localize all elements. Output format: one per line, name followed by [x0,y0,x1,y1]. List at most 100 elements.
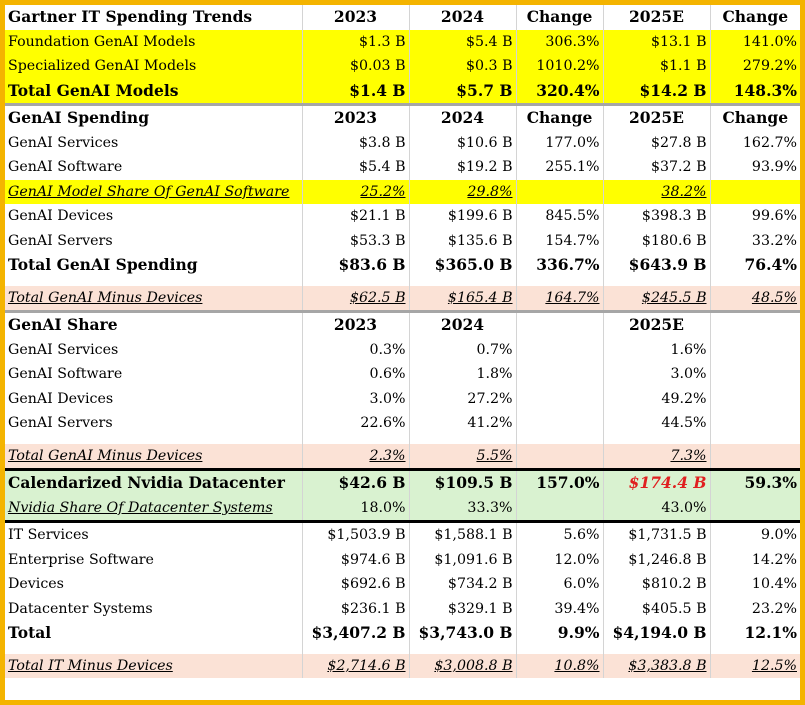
cell-value: $1,246.8 B [603,547,711,572]
table-row: Enterprise Software $974.6 B $1,091.6 B … [5,547,800,572]
row-label: GenAI Servers [5,228,303,253]
cell-value: 164.7% [516,285,604,312]
column-header-blank [710,310,800,338]
cell-value: $643.9 B [603,253,711,278]
cell-value: $14.2 B [603,78,711,105]
row-label: GenAI Software [5,362,303,387]
table-row: Specialized GenAI Models $0.03 B $0.3 B … [5,54,800,79]
cell-value: $3,383.8 B [603,653,711,678]
cell-value: $13.1 B [603,29,711,54]
spacer-row [5,645,800,654]
cell-value: $21.1 B [302,204,410,229]
cell-value [516,495,604,522]
row-label: GenAI Devices [5,204,303,229]
cell-value [710,362,800,387]
cell-value: 7.3% [603,443,711,470]
cell-value [710,411,800,436]
cell-value: $329.1 B [409,596,517,621]
cell-value: $2,714.6 B [302,653,410,678]
cell-value: $83.6 B [302,253,410,278]
cell-value: $1.4 B [302,78,410,105]
cell-value: 162.7% [742,134,797,151]
table-row: GenAI Services $3.8 B $10.6 B 177.0% $27… [5,130,800,155]
cell-value-estimate: $174.4 B [603,468,711,496]
cell-value: 3.0% [302,386,410,411]
cell-value: $5.4 B [302,155,410,180]
cell-value: 9.9% [516,621,604,646]
cell-value: $0.03 B [302,54,410,79]
cell-value: 6.0% [516,572,604,597]
table-row: GenAI Software $5.4 B $19.2 B 255.1% $37… [5,155,800,180]
cell-value [516,179,604,204]
cell-value: $4,194.0 B [603,621,711,646]
cell-value: 18.0% [302,495,410,522]
cell-value [710,338,800,363]
cell-value: 0.7% [409,337,517,362]
cell-value [710,495,800,522]
cell-value: 10.8% [516,653,604,678]
section-title: GenAI Spending [5,103,303,131]
cell-value: 3.0% [603,362,711,387]
total-row: Total GenAI Models $1.4 B $5.7 B 320.4% … [5,78,800,105]
cell-value [516,337,604,362]
column-header-2023: 2023 [302,5,410,30]
cell-value: 29.8% [409,179,517,204]
table-row: GenAI Services 0.3% 0.7% 1.6% [5,337,800,363]
row-label: Total GenAI Minus Devices [5,285,303,312]
cell-value: 38.2% [603,179,711,204]
row-label: GenAI Software [5,155,303,180]
cell-value: 41.2% [409,411,517,436]
cell-value: $19.2 B [409,155,517,180]
column-header-change: Change [516,5,604,30]
cell-value: $1,731.5 B [603,520,711,548]
cell-value: 12.1% [744,623,797,643]
column-header-blank [516,310,604,338]
header-row: Gartner IT Spending Trends 2023 2024 Cha… [5,5,800,30]
cell-value: $180.6 B [603,228,711,253]
column-header-2023: 2023 [302,103,410,131]
row-label: GenAI Servers [5,411,303,436]
cell-value: $37.2 B [603,155,711,180]
column-header-2024: 2024 [409,5,517,30]
cell-value: 43.0% [603,495,711,522]
cell-value: $0.3 B [409,54,517,79]
cell-value: $398.3 B [603,204,711,229]
nvidia-share-row: Nvidia Share Of Datacenter Systems 18.0%… [5,495,800,522]
table-title: Gartner IT Spending Trends [5,5,303,30]
row-label: GenAI Services [5,337,303,362]
column-header-change: Change [516,103,604,131]
table-row: GenAI Software 0.6% 1.8% 3.0% [5,362,800,387]
section-title: GenAI Share [5,310,303,338]
cell-value: $365.0 B [409,253,517,278]
table-row: GenAI Devices $21.1 B $199.6 B 845.5% $3… [5,204,800,229]
row-label: Devices [5,572,303,597]
cell-value: $405.5 B [603,596,711,621]
minus-devices-row: Total IT Minus Devices $2,714.6 B $3,008… [5,653,800,678]
table-row: GenAI Devices 3.0% 27.2% 49.2% [5,386,800,411]
cell-value: $692.6 B [302,572,410,597]
row-label: Calendarized Nvidia Datacenter [5,468,303,496]
column-header-change-2025: Change [722,7,789,27]
cell-value: 177.0% [516,130,604,155]
cell-value: $53.3 B [302,228,410,253]
total-row: Total $3,407.2 B $3,743.0 B 9.9% $4,194.… [5,621,800,646]
cell-value: 93.9% [751,159,797,176]
row-label: IT Services [5,520,303,548]
cell-value: 14.2% [751,551,797,568]
cell-value: 22.6% [302,411,410,436]
cell-value: 25.2% [302,179,410,204]
cell-value [710,443,800,470]
cell-value: $5.4 B [409,29,517,54]
cell-value: $236.1 B [302,596,410,621]
row-label: Specialized GenAI Models [5,54,303,79]
cell-value: 1.8% [409,362,517,387]
row-label: Nvidia Share Of Datacenter Systems [5,495,303,522]
table-row: IT Services $1,503.9 B $1,588.1 B 5.6% $… [5,520,800,548]
cell-value: $1,091.6 B [409,547,517,572]
cell-value: 23.2% [751,600,797,617]
cell-value: 48.5% [710,285,800,312]
cell-value: $1.3 B [302,29,410,54]
column-header-2024: 2024 [409,103,517,131]
total-row: Total GenAI Spending $83.6 B $365.0 B 33… [5,253,800,278]
